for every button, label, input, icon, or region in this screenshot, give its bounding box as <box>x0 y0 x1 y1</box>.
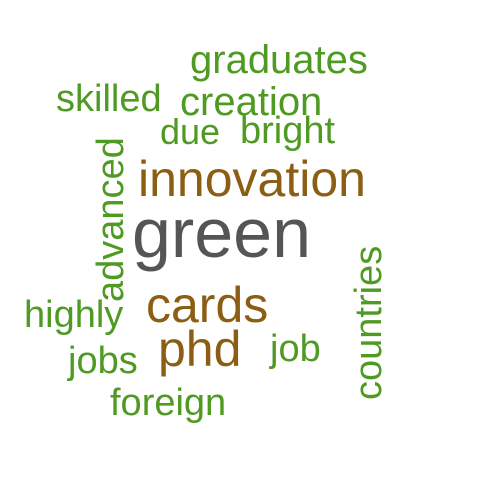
word-creation: creation <box>180 80 323 124</box>
word-cards: cards <box>146 277 269 333</box>
word-innovation: innovation <box>138 151 366 207</box>
word-countries: countries <box>348 245 390 400</box>
word-jobs: jobs <box>68 340 138 382</box>
word-job: job <box>270 328 321 370</box>
word-due: due <box>160 111 221 152</box>
word-graduates: graduates <box>190 38 368 82</box>
word-advanced: advanced <box>90 137 132 302</box>
word-foreign: foreign <box>110 382 227 424</box>
word-skilled: skilled <box>56 78 162 120</box>
word-green: green <box>132 194 312 272</box>
word-bright: bright <box>240 110 336 152</box>
word-highly: highly <box>24 294 124 336</box>
word-phd: phd <box>158 321 242 377</box>
